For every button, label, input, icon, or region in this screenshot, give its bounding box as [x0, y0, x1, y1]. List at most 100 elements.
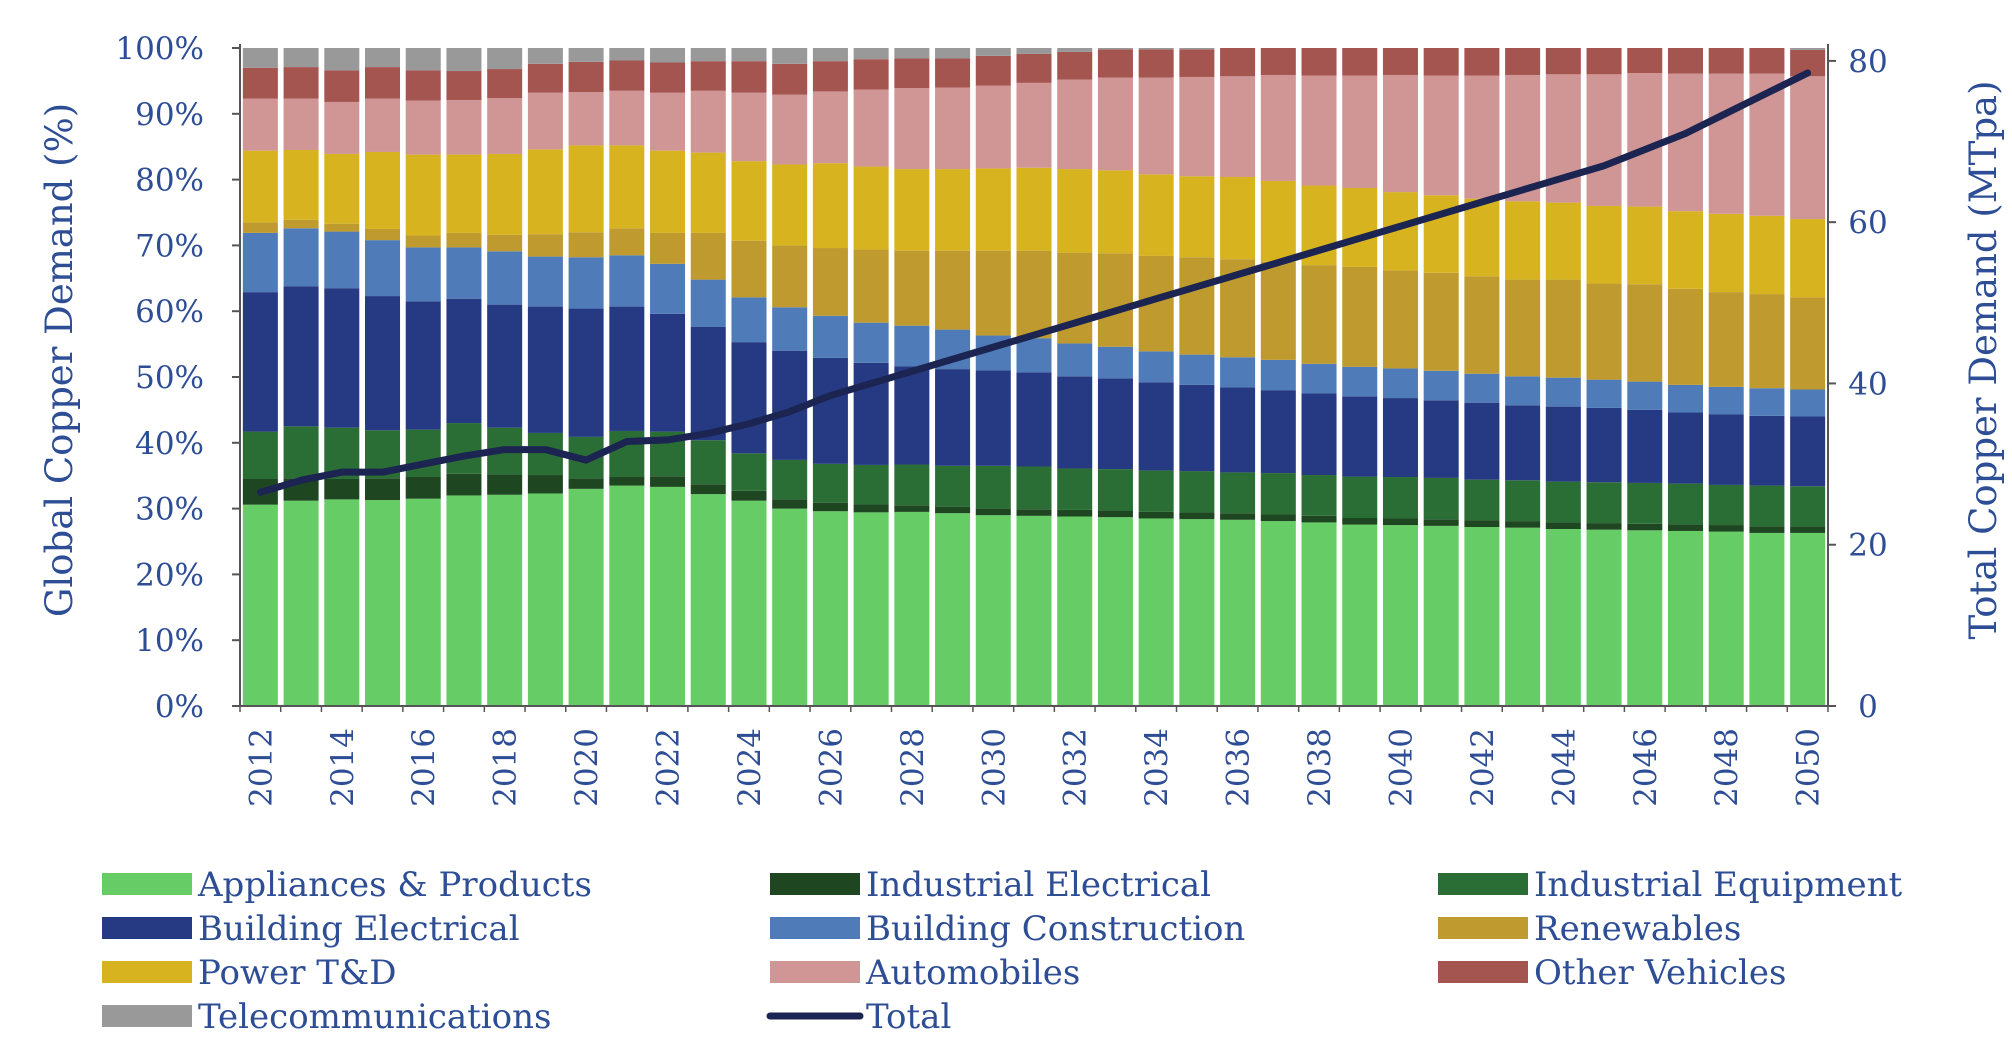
- legend-item-appliances-and-products: Appliances & Products: [102, 865, 592, 905]
- bar-segment-industrial-electrical-2043: [1505, 521, 1541, 528]
- bar-segment-automobiles-2023: [690, 90, 726, 153]
- bar-segment-power-tandd-2030: [975, 168, 1011, 251]
- bar-segment-renewables-2023: [690, 232, 726, 280]
- x-tick-label: 2018: [488, 728, 524, 807]
- bar-segment-renewables-2050: [1790, 297, 1826, 390]
- bar-stack-2046: [1627, 48, 1663, 706]
- bar-stack-2031: [1016, 48, 1052, 706]
- total-line-layer: [256, 69, 1812, 496]
- bar-segment-other-vehicles-2043: [1505, 48, 1541, 75]
- bar-segment-building-electrical-2045: [1586, 407, 1622, 483]
- bar-segment-appliances-and-products-2025: [772, 508, 808, 706]
- bar-segment-appliances-and-products-2048: [1708, 531, 1744, 706]
- bar-segment-building-electrical-2040: [1382, 398, 1418, 478]
- bar-segment-other-vehicles-2016: [405, 70, 441, 101]
- bar-segment-other-vehicles-2041: [1423, 48, 1459, 76]
- bar-segment-automobiles-2039: [1342, 75, 1378, 189]
- bar-segment-automobiles-2027: [853, 89, 889, 167]
- bar-segment-renewables-2043: [1505, 279, 1541, 377]
- bar-stack-2037: [1260, 48, 1296, 706]
- bar-segment-industrial-equipment-2041: [1423, 477, 1459, 520]
- bar-segment-telecommunications-2025: [772, 48, 808, 64]
- bar-segment-renewables-2026: [812, 248, 848, 316]
- bar-segment-telecommunications-2014: [324, 48, 360, 71]
- left-tick-label: 10%: [135, 623, 204, 659]
- bar-segment-renewables-2037: [1260, 261, 1296, 360]
- bar-segment-automobiles-2029: [935, 87, 971, 170]
- bar-segment-power-tandd-2013: [283, 149, 319, 220]
- bar-segment-other-vehicles-2047: [1667, 48, 1703, 74]
- bar-stack-2013: [283, 48, 319, 706]
- bar-segment-industrial-equipment-2030: [975, 465, 1011, 509]
- bar-segment-industrial-equipment-2042: [1464, 479, 1500, 521]
- bar-segment-industrial-electrical-2047: [1667, 524, 1703, 531]
- bar-segment-other-vehicles-2027: [853, 59, 889, 90]
- bar-segment-power-tandd-2048: [1708, 213, 1744, 293]
- bar-segment-telecommunications-2029: [935, 48, 971, 59]
- bar-segment-building-construction-2049: [1749, 388, 1785, 416]
- bar-segment-other-vehicles-2026: [812, 61, 848, 92]
- bar-segment-appliances-and-products-2028: [894, 511, 930, 706]
- left-axis-title: Global Copper Demand (%): [38, 103, 81, 617]
- left-tick-label: 60%: [135, 294, 204, 330]
- bar-segment-industrial-electrical-2015: [365, 478, 401, 501]
- bar-segment-building-construction-2033: [1097, 346, 1133, 379]
- bar-stack-2048: [1708, 48, 1744, 706]
- bar-segment-telecommunications-2050: [1790, 48, 1826, 50]
- bar-segment-renewables-2017: [446, 232, 482, 248]
- bar-segment-automobiles-2026: [812, 91, 848, 164]
- bar-segment-appliances-and-products-2014: [324, 499, 360, 706]
- legend-item-automobiles: Automobiles: [770, 953, 1080, 993]
- bar-segment-building-construction-2022: [650, 263, 686, 314]
- bar-segment-industrial-equipment-2027: [853, 464, 889, 505]
- bar-segment-industrial-equipment-2034: [1138, 470, 1174, 512]
- x-tick-label: 2036: [1221, 728, 1257, 807]
- bar-segment-renewables-2014: [324, 223, 360, 232]
- bar-segment-appliances-and-products-2038: [1301, 522, 1337, 706]
- x-tick-label: 2032: [1058, 728, 1094, 807]
- legend-swatch: [1438, 873, 1528, 895]
- bar-segment-industrial-equipment-2037: [1260, 473, 1296, 515]
- bar-segment-other-vehicles-2039: [1342, 48, 1378, 76]
- bar-segment-renewables-2047: [1667, 288, 1703, 385]
- bar-segment-building-construction-2037: [1260, 359, 1296, 391]
- bar-segment-building-electrical-2021: [609, 306, 645, 431]
- bars-layer: [242, 48, 1826, 706]
- x-tick-label: 2046: [1628, 728, 1664, 807]
- bar-segment-building-electrical-2022: [650, 313, 686, 432]
- x-tick-label: 2014: [325, 728, 361, 807]
- bar-segment-appliances-and-products-2050: [1790, 532, 1826, 706]
- bar-segment-appliances-and-products-2031: [1016, 515, 1052, 706]
- bar-segment-appliances-and-products-2043: [1505, 527, 1541, 706]
- bar-segment-power-tandd-2025: [772, 164, 808, 246]
- bar-segment-other-vehicles-2015: [365, 67, 401, 99]
- bar-segment-other-vehicles-2025: [772, 63, 808, 95]
- bar-segment-other-vehicles-2020: [568, 61, 604, 93]
- bar-segment-appliances-and-products-2047: [1667, 530, 1703, 706]
- legend-label: Appliances & Products: [197, 865, 592, 905]
- bar-stack-2039: [1342, 48, 1378, 706]
- bar-stack-2033: [1097, 48, 1133, 706]
- bar-segment-automobiles-2045: [1586, 74, 1622, 206]
- axes-layer: [232, 44, 1836, 712]
- bar-segment-telecommunications-2012: [242, 48, 278, 68]
- bar-segment-renewables-2049: [1749, 294, 1785, 389]
- bar-segment-renewables-2029: [935, 250, 971, 330]
- bar-stack-2023: [690, 48, 726, 706]
- right-axis-title: Total Copper Demand (MTpa): [1962, 80, 2005, 639]
- bar-segment-industrial-equipment-2043: [1505, 480, 1541, 522]
- bar-segment-building-construction-2027: [853, 322, 889, 363]
- bar-segment-industrial-electrical-2044: [1545, 522, 1581, 529]
- bar-segment-industrial-equipment-2036: [1220, 472, 1256, 514]
- bar-segment-automobiles-2020: [568, 92, 604, 146]
- bar-segment-power-tandd-2031: [1016, 167, 1052, 251]
- bar-segment-power-tandd-2033: [1097, 170, 1133, 254]
- bar-segment-power-tandd-2042: [1464, 198, 1500, 277]
- bar-segment-appliances-and-products-2049: [1749, 532, 1785, 706]
- x-tick-label: 2028: [895, 728, 931, 807]
- right-tick-label: 40: [1848, 366, 1887, 402]
- bar-stack-2018: [487, 48, 523, 706]
- bar-segment-appliances-and-products-2020: [568, 488, 604, 706]
- bar-segment-other-vehicles-2021: [609, 60, 645, 91]
- bar-segment-other-vehicles-2035: [1179, 49, 1215, 77]
